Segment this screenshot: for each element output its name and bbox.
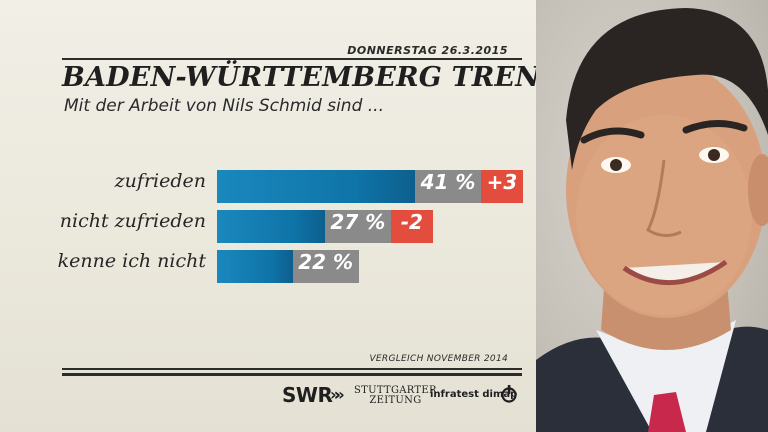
date-label: DONNERSTAG 26.3.2015 [347,44,508,57]
value-label: 27 % [324,210,391,243]
category-label: zufrieden [114,170,206,192]
bar [217,210,325,243]
top-rule [62,58,522,60]
bar [217,170,415,203]
stuttgarter-zeitung-logo: STUTTGARTER ZEITUNG [354,386,437,406]
bottom-rule-2 [62,373,522,376]
stz-line1: STUTTGARTER [354,385,437,396]
category-label: nicht zufrieden [59,210,206,232]
bar-row: kenne ich nicht 22 % [0,250,536,283]
chart-subtitle: Mit der Arbeit von Nils Schmid sind ... [64,96,384,116]
stz-line2: ZEITUNG [369,395,422,406]
value-label: 41 % [415,170,481,203]
bar-row: zufrieden 41 % +3 [0,170,536,203]
infratest-dimap-logo: infratest dimap [430,389,518,400]
bar-row: nicht zufrieden 27 % -2 [0,210,536,243]
chart-title: BADEN-WÜRTTEMBERG TREND [62,62,564,93]
dimap-icon [501,385,517,403]
portrait-photo [536,0,768,432]
comparison-note: VERGLEICH NOVEMBER 2014 [369,354,508,364]
change-label: -2 [390,210,433,243]
logo-strip: SWR »» STUTTGARTER ZEITUNG infratest dim… [282,383,518,409]
chart-panel: DONNERSTAG 26.3.2015 BADEN-WÜRTTEMBERG T… [0,44,564,409]
change-label: +3 [481,170,523,203]
bottom-rule-1 [62,368,522,370]
swr-arrows-icon: »» [330,385,344,404]
category-label: kenne ich nicht [57,250,206,272]
bar [217,250,293,283]
portrait-illustration [536,8,768,432]
swr-logo: SWR [282,383,333,407]
value-label: 22 % [292,250,359,283]
